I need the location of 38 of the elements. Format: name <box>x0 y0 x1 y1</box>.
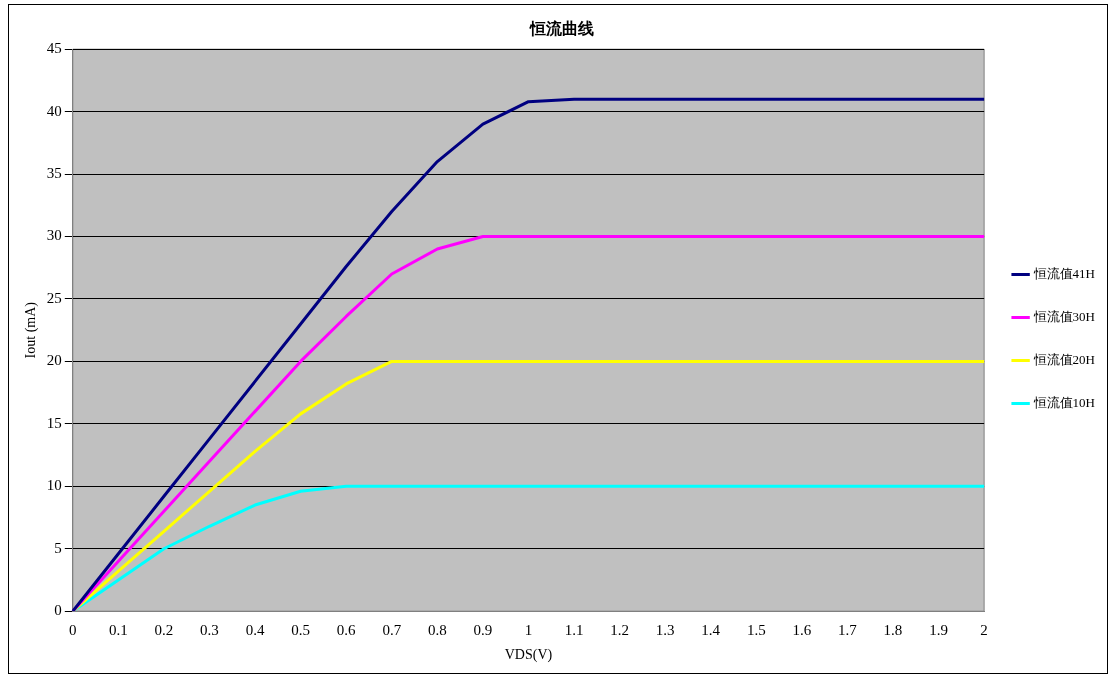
x-tick-label: 0.3 <box>200 622 219 639</box>
y-tick-label: 35 <box>46 165 62 182</box>
legend-label: 恒流值30H <box>1032 308 1095 324</box>
x-tick-label: 1 <box>524 622 533 639</box>
x-tick-label: 0.1 <box>108 622 128 639</box>
x-tick-label: 1.8 <box>883 622 903 639</box>
y-tick-label: 40 <box>46 102 62 119</box>
y-tick-label: 5 <box>54 539 62 556</box>
y-tick-label: 20 <box>46 352 62 369</box>
x-tick-label: 1.1 <box>564 622 584 639</box>
x-tick-label: 1.2 <box>610 622 629 639</box>
x-tick-label: 2 <box>980 622 988 639</box>
y-tick-label: 45 <box>46 40 62 57</box>
x-tick-label: 1.5 <box>746 622 766 639</box>
x-tick-label: 0.7 <box>382 622 402 639</box>
x-tick-label: 1.4 <box>701 622 721 639</box>
y-tick-label: 25 <box>46 289 62 306</box>
x-tick-label: 1.9 <box>929 622 948 639</box>
x-tick-label: 1.3 <box>655 622 675 639</box>
x-tick-label: 0.9 <box>473 622 493 639</box>
x-tick-label: 0.5 <box>291 622 310 639</box>
x-tick-label: 1.6 <box>792 622 812 639</box>
legend-label: 恒流值41H <box>1032 265 1095 281</box>
y-tick-label: 0 <box>54 602 62 619</box>
x-tick-label: 0.2 <box>154 622 174 639</box>
x-tick-label: 0.6 <box>336 622 357 639</box>
y-axis-title: Iout (mA) <box>23 301 40 359</box>
x-tick-label: 0.4 <box>245 622 265 639</box>
x-tick-label: 0.8 <box>427 622 447 639</box>
legend-label: 恒流值10H <box>1032 394 1095 410</box>
y-tick-label: 15 <box>46 414 62 431</box>
y-tick-label: 30 <box>46 227 62 244</box>
chart-title: 恒流曲线 <box>529 18 594 37</box>
x-tick-label: 1.7 <box>838 622 858 639</box>
y-tick-label: 10 <box>46 477 62 494</box>
x-axis-title: VDS(V) <box>504 647 553 664</box>
x-tick-label: 0 <box>69 622 77 639</box>
legend-label: 恒流值20H <box>1032 351 1095 367</box>
